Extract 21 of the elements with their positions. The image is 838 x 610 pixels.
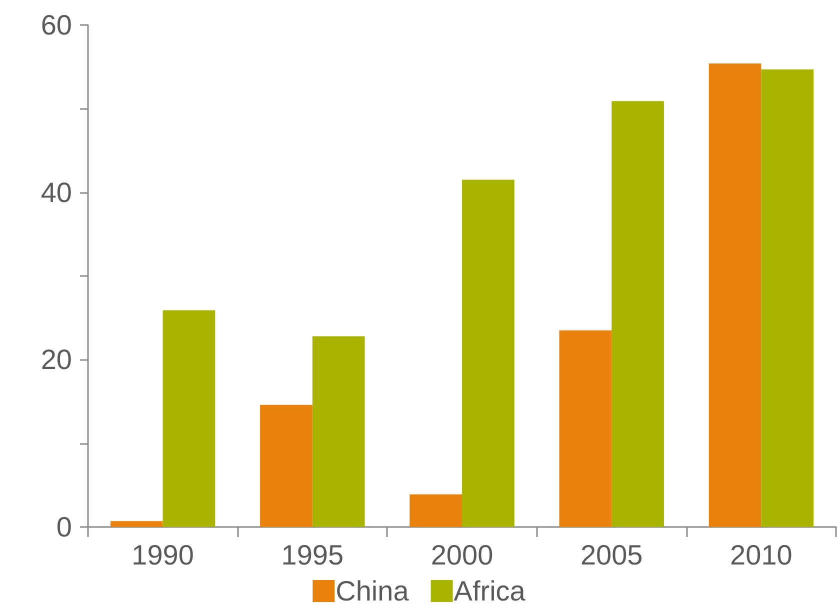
bar — [260, 404, 312, 527]
bar — [312, 336, 365, 527]
bar — [462, 180, 514, 527]
x-tick-label: 1995 — [281, 540, 344, 570]
bar — [761, 69, 814, 527]
bar — [559, 330, 612, 527]
bar — [162, 310, 216, 527]
y-tick-label: 0 — [56, 512, 72, 542]
y-tick-label: 40 — [40, 176, 72, 208]
x-tick-label: 1990 — [132, 540, 194, 570]
x-tick-label: 2010 — [730, 540, 792, 570]
bar — [708, 63, 762, 527]
bar — [410, 494, 462, 527]
x-tick-label: 2005 — [580, 540, 643, 570]
y-tick-label: 20 — [40, 344, 72, 376]
legend-label: China — [336, 576, 410, 606]
legend-label: Africa — [454, 576, 526, 606]
y-tick-label: 60 — [40, 10, 72, 40]
bar — [110, 521, 163, 527]
bar — [612, 101, 664, 527]
x-tick-label: 2000 — [430, 540, 494, 570]
